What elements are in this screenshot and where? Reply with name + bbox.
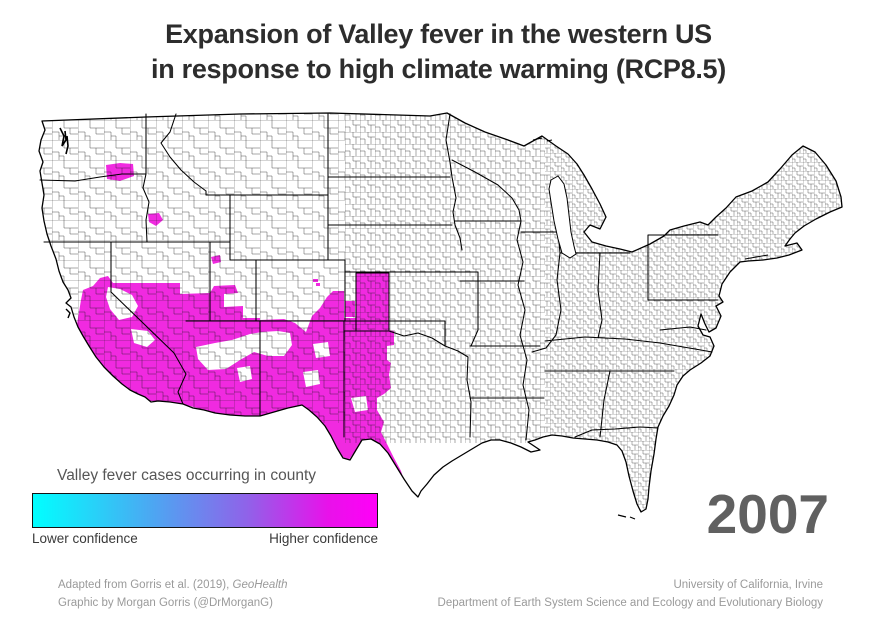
florida-keys [617,514,636,520]
attribution-author: Graphic by Morgan Gorris (@DrMorganG) [58,596,273,609]
title-line-2: in response to high climate warming (RCP… [151,54,726,84]
attribution-university: University of California, Irvine [673,579,823,591]
legend-lower-label: Lower confidence [32,531,138,546]
attribution-institution: University of California, Irvine Departm… [438,577,823,612]
attribution-department: Department of Earth System Science and E… [437,596,823,609]
page-title: Expansion of Valley fever in the western… [0,17,877,87]
legend-higher-label: Higher confidence [269,531,378,546]
county-texture-east [545,113,842,512]
title-line-1: Expansion of Valley fever in the western… [165,19,712,49]
us-outline [38,112,843,513]
state-boundaries [39,113,719,441]
attribution-source-prefix: Adapted from Gorris et al. (2019), [58,579,233,591]
county-texture-west [39,113,345,423]
attribution-source: Adapted from Gorris et al. (2019), GeoHe… [58,577,287,612]
coastal-details [59,127,769,520]
san-francisco-bay [65,308,71,319]
legend-labels: Lower confidence Higher confidence [32,531,378,546]
puget-sound-inlets [59,127,69,155]
legend-gradient-bar [32,493,378,528]
attribution-journal: GeoHealth [232,579,288,591]
legend-title: Valley fever cases occurring in county [57,467,317,484]
long-island [744,254,769,260]
year-label: 2007 [706,483,829,545]
lake-michigan [548,175,577,259]
county-texture-central [345,113,545,443]
superior-islands [532,137,553,142]
attribution-source-line1: Adapted from Gorris et al. (2019), GeoHe… [58,577,287,595]
